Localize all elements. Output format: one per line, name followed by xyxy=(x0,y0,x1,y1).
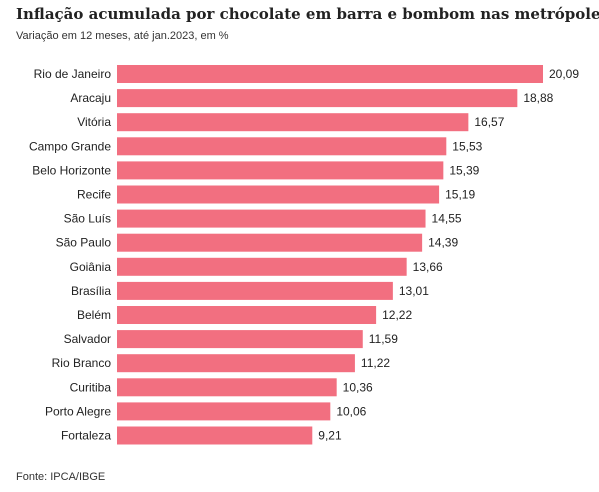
category-label: Fortaleza xyxy=(61,429,111,443)
bar xyxy=(117,330,363,349)
value-label: 16,57 xyxy=(474,115,504,129)
category-label: Belém xyxy=(77,308,111,322)
category-label: Porto Alegre xyxy=(45,404,111,418)
category-label: Campo Grande xyxy=(29,139,111,153)
value-label: 9,21 xyxy=(318,429,342,443)
bar xyxy=(117,426,313,445)
bar xyxy=(117,113,469,132)
bar xyxy=(117,65,543,83)
bar xyxy=(117,354,355,373)
value-label: 15,39 xyxy=(449,163,479,177)
chart-subtitle: Variação em 12 meses, até jan.2023, em % xyxy=(16,30,229,42)
category-label: Curitiba xyxy=(70,380,112,394)
category-label: Vitória xyxy=(77,115,111,129)
value-label: 11,59 xyxy=(369,332,398,346)
value-label: 15,53 xyxy=(452,139,482,153)
category-label: Rio Branco xyxy=(52,356,112,370)
value-label: 13,66 xyxy=(413,260,443,274)
value-label: 18,88 xyxy=(523,91,553,105)
category-label: Goiânia xyxy=(70,260,112,274)
bar xyxy=(117,185,440,204)
category-label: São Luís xyxy=(64,212,111,226)
chart-title: Inflação acumulada por chocolate em barr… xyxy=(16,5,599,23)
bar xyxy=(117,257,407,276)
value-label: 10,06 xyxy=(336,404,366,418)
category-label: Brasília xyxy=(71,284,111,298)
category-label: Rio de Janeiro xyxy=(34,67,112,81)
value-label: 10,36 xyxy=(343,380,373,394)
bar xyxy=(117,89,518,108)
value-label: 14,55 xyxy=(432,212,462,226)
category-label: Recife xyxy=(77,188,111,202)
bar xyxy=(117,306,377,324)
value-label: 12,22 xyxy=(382,308,412,322)
value-label: 13,01 xyxy=(399,284,429,298)
bar xyxy=(117,137,447,156)
bar xyxy=(117,281,393,300)
category-label: Salvador xyxy=(64,332,111,346)
category-label: São Paulo xyxy=(56,236,112,250)
bar xyxy=(117,402,331,421)
value-label: 14,39 xyxy=(428,236,458,250)
value-label: 15,19 xyxy=(445,188,475,202)
bar xyxy=(117,378,337,397)
category-label: Belo Horizonte xyxy=(32,163,111,177)
value-label: 20,09 xyxy=(549,67,579,81)
value-label: 11,22 xyxy=(361,356,390,370)
bar xyxy=(117,233,423,252)
bar xyxy=(117,161,444,180)
category-label: Aracaju xyxy=(70,91,111,105)
source-note: Fonte: IPCA/IBGE xyxy=(16,471,106,483)
bar xyxy=(117,209,426,228)
